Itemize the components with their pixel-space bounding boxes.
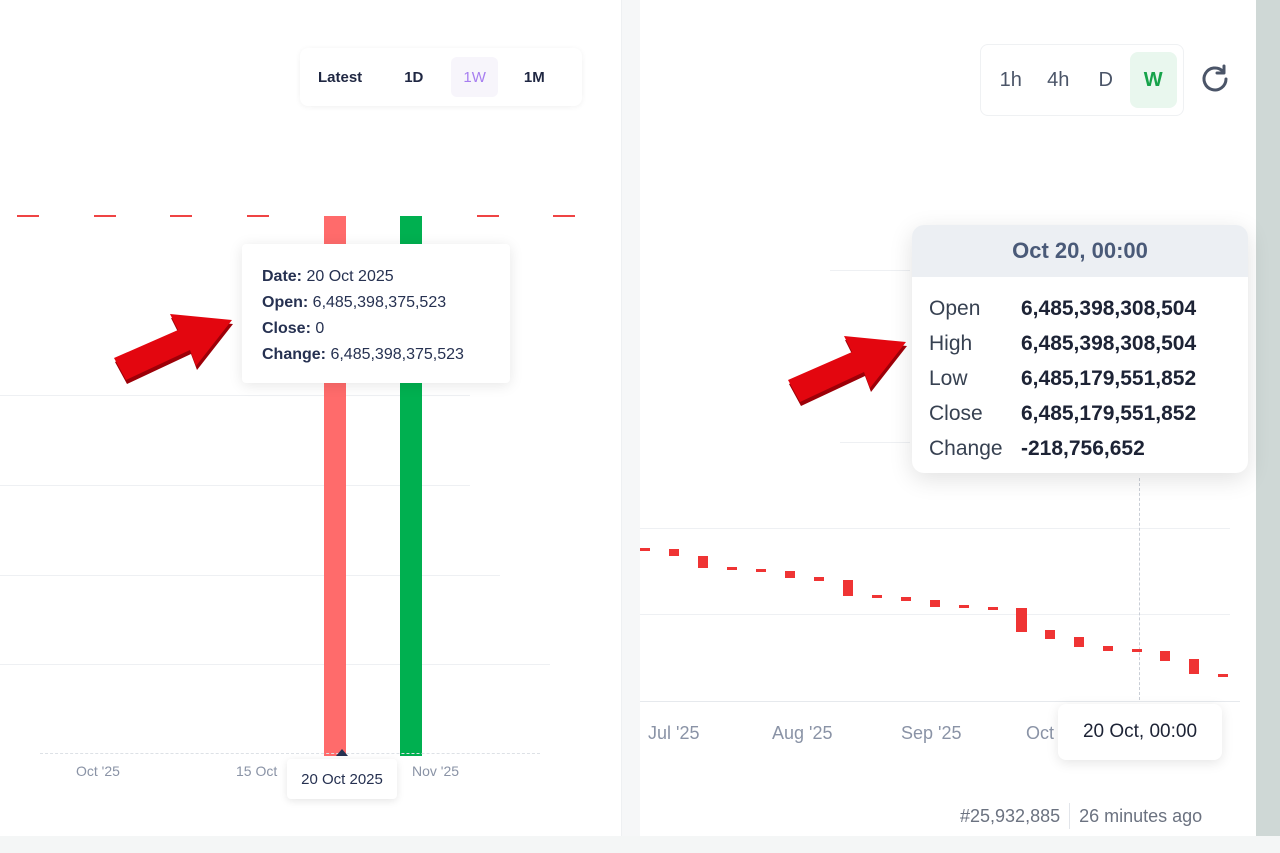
reference-line-dash <box>247 215 269 217</box>
panel-divider <box>622 0 640 853</box>
candle-bearish[interactable] <box>640 548 650 551</box>
block-number[interactable]: #25,932,885 <box>960 805 1061 826</box>
resolution-1h-button[interactable]: 1h <box>999 68 1022 91</box>
x-axis-tick: Nov '25 <box>412 763 460 779</box>
x-axis-tick: 15 Oct <box>236 763 278 779</box>
tooltip-date-row: Date: 20 Oct 2025 <box>262 268 394 285</box>
crosshair-vertical-line <box>1139 478 1140 700</box>
candle-bearish[interactable] <box>1103 646 1113 651</box>
candle-bearish[interactable] <box>959 605 969 608</box>
crosshair-date-label: 20 Oct, 00:00 <box>1058 704 1222 760</box>
tooltip-change-row: Change: 6,485,398,375,523 <box>262 346 464 363</box>
gridline <box>840 442 910 443</box>
crosshair-date-label: 20 Oct 2025 <box>287 759 397 799</box>
x-axis-tick: Oct '25 <box>76 763 120 779</box>
candle-bearish[interactable] <box>814 577 824 581</box>
left-chart-panel: Latest 1D 1W 1M Date: 20 Oct 2025 Open: … <box>0 0 622 836</box>
reference-line-dash <box>17 215 39 217</box>
resolution-w-button[interactable]: W <box>1129 52 1177 108</box>
candle-bearish[interactable] <box>1189 659 1199 674</box>
refresh-icon[interactable] <box>1198 62 1232 96</box>
candle-bearish[interactable] <box>1218 674 1228 677</box>
tooltip-change-row: Change -218,756,652 <box>929 436 1145 460</box>
candle-bearish[interactable] <box>1016 608 1027 632</box>
gridline <box>0 485 470 486</box>
candle-bearish[interactable] <box>901 597 911 601</box>
x-axis-tick: Sep '25 <box>901 723 962 743</box>
status-footer: #25,932,885 26 minutes ago <box>960 803 1202 829</box>
timeframe-latest-button[interactable]: Latest <box>318 68 363 86</box>
gridline <box>0 664 550 665</box>
tooltip-close-row: Close: 0 <box>262 320 325 337</box>
crosshair-caret-icon <box>336 749 348 756</box>
footer-divider <box>1069 803 1071 829</box>
candle-bearish[interactable] <box>1074 637 1084 647</box>
timeframe-1d-button[interactable]: 1D <box>404 68 424 86</box>
candle-bearish[interactable] <box>698 556 708 568</box>
red-arrow-annotation-icon <box>114 314 233 384</box>
gridline <box>640 528 1230 529</box>
candle-bearish[interactable] <box>930 600 940 607</box>
candle-bearish[interactable] <box>988 607 998 610</box>
resolution-d-button[interactable]: D <box>1098 68 1113 91</box>
gridline <box>0 395 470 396</box>
x-axis-tick: Aug '25 <box>772 723 833 743</box>
gridline <box>640 701 1240 702</box>
x-axis-line <box>40 753 540 754</box>
candle-bearish[interactable] <box>1160 651 1170 661</box>
last-updated: 26 minutes ago <box>1079 805 1203 826</box>
tooltip-open-row: Open 6,485,398,308,504 <box>929 296 1197 320</box>
gridline <box>0 575 500 576</box>
candle-bearish[interactable] <box>1045 630 1055 639</box>
timeframe-selector: Latest 1D 1W 1M <box>300 48 582 106</box>
x-axis-tick: Oct <box>1026 723 1055 743</box>
red-arrow-annotation-icon <box>788 336 907 406</box>
x-axis-tick: Jul '25 <box>648 723 700 743</box>
resolution-4h-button[interactable]: 4h <box>1047 68 1070 91</box>
timeframe-1w-button[interactable]: 1W <box>451 57 498 97</box>
timeframe-1m-button[interactable]: 1M <box>523 68 545 86</box>
ohlc-tooltip: Oct 20, 00:00 Open 6,485,398,308,504 High… <box>912 225 1248 473</box>
tooltip-close-row: Close 6,485,179,551,852 <box>929 401 1197 425</box>
tooltip-low-row: Low 6,485,179,551,852 <box>929 366 1197 390</box>
resolution-selector: 1h 4h D W <box>980 44 1184 116</box>
candle-bearish[interactable] <box>669 549 679 556</box>
candle-bearish[interactable] <box>843 580 853 596</box>
candle-bearish[interactable] <box>756 569 766 572</box>
tooltip-title: Oct 20, 00:00 <box>912 225 1248 277</box>
candle-bearish[interactable] <box>727 567 737 570</box>
candle-bearish[interactable] <box>785 571 795 578</box>
bottom-strip <box>0 836 1280 853</box>
candle-bearish[interactable] <box>872 595 882 598</box>
gridline <box>640 614 1230 615</box>
tooltip-high-row: High 6,485,398,308,504 <box>929 331 1197 355</box>
candle-bearish[interactable] <box>1132 649 1142 652</box>
gridline <box>830 270 910 271</box>
reference-line-dash <box>94 215 116 217</box>
reference-line-dash <box>477 215 499 217</box>
candle-tooltip: Date: 20 Oct 2025 Open: 6,485,398,375,52… <box>242 244 510 383</box>
tooltip-open-row: Open: 6,485,398,375,523 <box>262 294 447 311</box>
reference-line-dash <box>553 215 575 217</box>
reference-line-dash <box>170 215 192 217</box>
